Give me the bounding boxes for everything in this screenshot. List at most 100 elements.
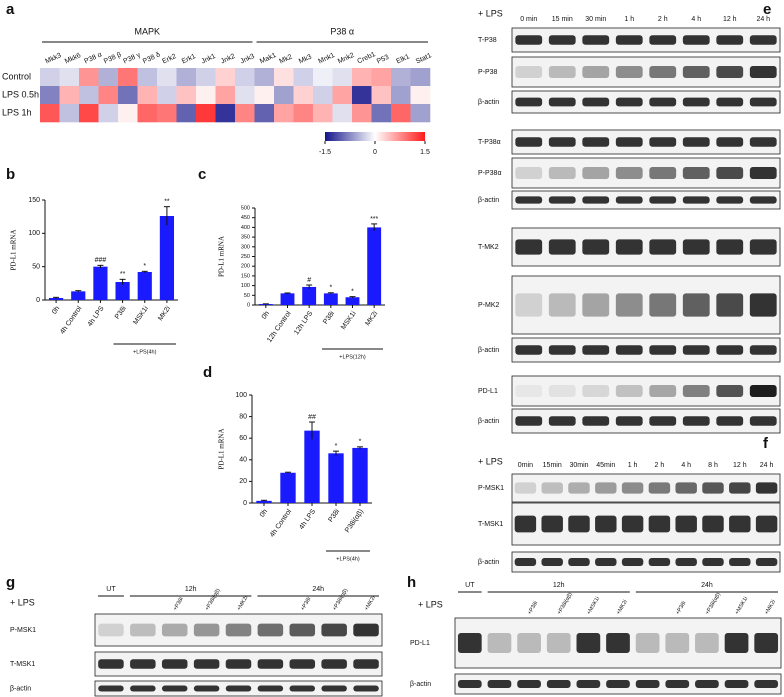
- lane-label: +MK2i: [616, 599, 629, 616]
- lane-label: 0min: [518, 462, 533, 469]
- heatmap-cell: [254, 104, 275, 123]
- y-tick-label: 100: [28, 230, 40, 237]
- band: [548, 196, 576, 204]
- bracket-label: +LPS(12h): [339, 354, 366, 360]
- band: [749, 293, 777, 317]
- row-label: P-MSK1: [478, 485, 504, 492]
- band: [615, 293, 643, 317]
- bar: [48, 298, 64, 300]
- band: [576, 633, 601, 653]
- band: [635, 680, 660, 688]
- band: [749, 167, 777, 179]
- x-tick-label: MK2i: [157, 305, 172, 322]
- band: [682, 345, 710, 355]
- heatmap-cell: [137, 68, 158, 87]
- lane-label: 8 h: [708, 462, 718, 469]
- band: [161, 685, 188, 692]
- band: [649, 167, 677, 179]
- band: [615, 239, 643, 255]
- heatmap-cell: [313, 104, 333, 123]
- band: [515, 196, 543, 204]
- band: [582, 293, 610, 317]
- y-axis-label: PD-L1 mRNA: [218, 428, 226, 469]
- band: [353, 659, 379, 669]
- band: [161, 659, 188, 669]
- band: [615, 35, 643, 45]
- band: [649, 35, 677, 45]
- blot-frame: [511, 190, 781, 210]
- band: [257, 623, 284, 637]
- band: [353, 685, 379, 692]
- colorbar-label: 1.5: [420, 149, 430, 156]
- column-label: Erk2: [161, 53, 177, 65]
- band: [621, 558, 644, 566]
- lane-label: 1 h: [628, 462, 638, 469]
- band: [548, 239, 576, 255]
- lane-label: +P38i: [173, 596, 185, 611]
- band: [225, 659, 252, 669]
- band: [682, 35, 710, 45]
- x-tick-label: MK2i: [364, 310, 379, 327]
- heatmap-cell: [176, 68, 197, 87]
- band: [682, 97, 710, 107]
- band: [665, 633, 690, 653]
- column-label: Mak1: [259, 52, 278, 66]
- band: [615, 416, 643, 426]
- band: [675, 515, 697, 533]
- heatmap-cell: [196, 104, 216, 123]
- group-label: 12h: [185, 586, 197, 593]
- x-tick-label: 0h: [51, 305, 61, 315]
- band: [615, 385, 643, 397]
- lane-label: 24 h: [760, 462, 774, 469]
- band: [749, 35, 777, 45]
- heatmap-cell: [98, 86, 119, 105]
- y-tick-label: 500: [241, 205, 250, 211]
- heatmap-cell: [40, 86, 60, 105]
- significance-label: *: [359, 439, 362, 446]
- band: [755, 482, 778, 494]
- row-label: β-actin: [410, 681, 431, 688]
- band: [98, 623, 124, 637]
- colorbar-label: 0: [373, 149, 377, 156]
- heatmap-cell: [79, 86, 99, 105]
- row-label: T-P38: [478, 37, 497, 44]
- band: [582, 66, 610, 78]
- band: [716, 385, 744, 397]
- group-label: UT: [465, 582, 475, 589]
- band: [649, 293, 677, 317]
- band: [729, 515, 751, 533]
- heatmap-cell: [352, 104, 372, 123]
- lane-label: +MSK1i: [734, 596, 749, 616]
- heatmap-cell: [332, 104, 353, 123]
- band: [729, 482, 751, 494]
- bar: [115, 282, 130, 300]
- significance-label: ***: [370, 216, 378, 223]
- band: [716, 416, 744, 426]
- heatmap-cell: [196, 86, 216, 105]
- heatmap-cell: [59, 68, 80, 87]
- band: [675, 482, 697, 494]
- significance-label: *: [143, 263, 146, 270]
- band: [321, 685, 347, 692]
- y-tick-label: 200: [241, 264, 250, 270]
- row-label: T-P38α: [478, 139, 501, 146]
- band: [568, 558, 590, 566]
- group-label: 24h: [701, 582, 713, 589]
- treatment-label: + LPS: [478, 8, 503, 18]
- treatment-label: + LPS: [10, 597, 35, 607]
- band: [716, 196, 744, 204]
- band: [193, 685, 220, 692]
- lane-label: +MK2i: [364, 595, 377, 612]
- band: [548, 293, 576, 317]
- band: [648, 558, 671, 566]
- band: [682, 66, 710, 78]
- panel-letter: e: [763, 1, 771, 18]
- band: [595, 515, 617, 533]
- band: [749, 385, 777, 397]
- x-tick-label: MSK1i: [132, 305, 150, 326]
- y-tick-label: 100: [241, 283, 250, 289]
- column-label: Mkk3: [44, 52, 62, 65]
- band: [749, 196, 777, 204]
- group-label: 12h: [553, 582, 565, 589]
- heatmap-cell: [40, 68, 60, 87]
